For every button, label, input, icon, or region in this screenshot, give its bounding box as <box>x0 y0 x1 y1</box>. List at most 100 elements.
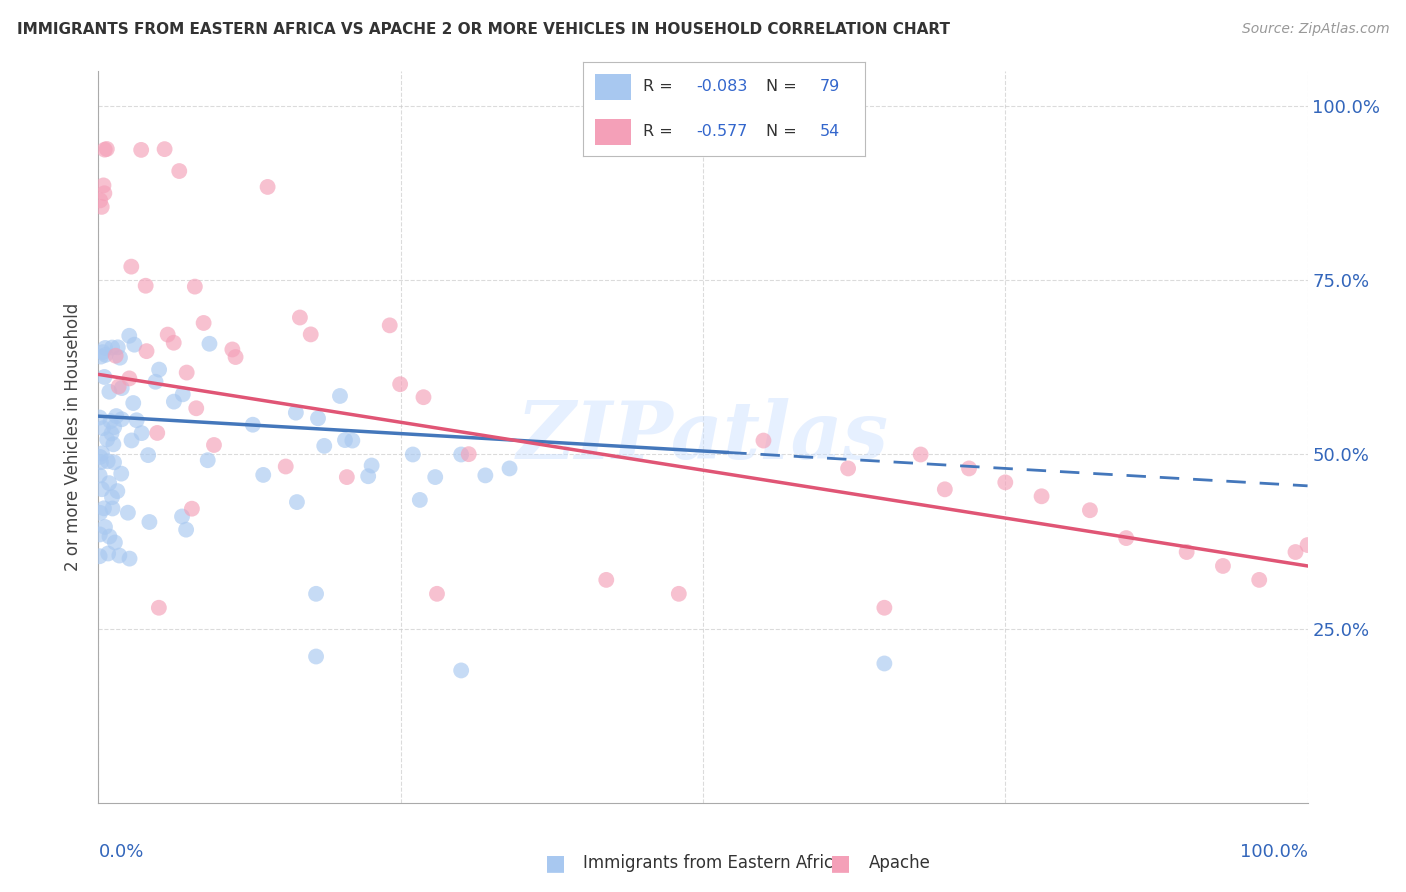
Point <box>98 529 121 543</box>
Point <box>131 426 153 441</box>
Point <box>103 437 125 451</box>
Point <box>314 439 336 453</box>
Point <box>221 343 243 357</box>
Point <box>108 549 131 563</box>
Point <box>94 348 117 362</box>
Point <box>163 335 186 350</box>
Point <box>90 200 112 214</box>
Point <box>105 484 128 499</box>
Point <box>1031 489 1053 503</box>
Point <box>93 143 115 157</box>
Point <box>873 657 896 671</box>
Point <box>93 370 115 384</box>
Point <box>136 448 159 462</box>
Point <box>450 448 472 462</box>
Text: Apache: Apache <box>869 855 931 872</box>
Text: 79: 79 <box>820 79 839 95</box>
Text: Immigrants from Eastern Africa: Immigrants from Eastern Africa <box>583 855 844 872</box>
Point <box>91 446 114 460</box>
Point <box>426 587 449 601</box>
Point <box>336 470 359 484</box>
Point <box>89 549 111 564</box>
Text: N =: N = <box>766 124 803 139</box>
Point <box>329 389 352 403</box>
Point <box>299 327 322 342</box>
Text: ■: ■ <box>546 854 565 873</box>
Point <box>122 396 145 410</box>
Point <box>91 345 114 359</box>
Point <box>305 587 328 601</box>
FancyBboxPatch shape <box>595 74 631 100</box>
Point <box>148 362 170 376</box>
Text: ZIPatlas: ZIPatlas <box>517 399 889 475</box>
Point <box>146 425 169 440</box>
Point <box>256 180 278 194</box>
FancyBboxPatch shape <box>595 119 631 145</box>
Point <box>101 341 124 355</box>
Text: R =: R = <box>643 79 678 95</box>
Point <box>96 433 118 447</box>
Point <box>1175 545 1198 559</box>
Point <box>108 351 131 365</box>
Text: N =: N = <box>766 79 803 95</box>
Point <box>425 470 447 484</box>
Point <box>193 316 215 330</box>
Point <box>118 328 141 343</box>
Point <box>100 426 122 441</box>
Point <box>457 447 479 461</box>
Text: -0.083: -0.083 <box>696 79 748 95</box>
Point <box>1212 558 1234 573</box>
Point <box>957 461 980 475</box>
Point <box>202 438 225 452</box>
Point <box>910 448 932 462</box>
Point <box>97 547 120 561</box>
Point <box>474 468 496 483</box>
Point <box>89 450 111 464</box>
Point <box>124 337 146 351</box>
Y-axis label: 2 or more Vehicles in Household: 2 or more Vehicles in Household <box>65 303 83 571</box>
Point <box>156 327 179 342</box>
Point <box>450 664 472 678</box>
Point <box>91 421 114 435</box>
Point <box>170 509 193 524</box>
Point <box>288 310 311 325</box>
Point <box>1115 531 1137 545</box>
Point <box>284 406 307 420</box>
Point <box>305 649 328 664</box>
Point <box>225 350 247 364</box>
Point <box>93 178 115 193</box>
Text: ■: ■ <box>831 854 851 873</box>
Point <box>101 501 124 516</box>
Point <box>89 468 111 483</box>
Point <box>103 420 125 434</box>
Point <box>107 340 129 354</box>
Point <box>1249 573 1271 587</box>
Point <box>103 455 125 469</box>
Point <box>252 467 274 482</box>
Point <box>148 600 170 615</box>
Point <box>242 417 264 432</box>
Point <box>89 410 111 425</box>
Point <box>90 482 112 496</box>
Point <box>111 381 134 395</box>
Point <box>135 344 157 359</box>
Point <box>107 379 129 393</box>
Point <box>1078 503 1101 517</box>
Point <box>186 401 208 416</box>
Text: 100.0%: 100.0% <box>1240 843 1308 861</box>
Point <box>167 164 190 178</box>
Point <box>100 414 122 428</box>
Point <box>176 366 198 380</box>
Point <box>873 600 896 615</box>
Text: R =: R = <box>643 124 678 139</box>
Point <box>96 142 118 156</box>
Text: 0.0%: 0.0% <box>98 843 143 861</box>
Text: IMMIGRANTS FROM EASTERN AFRICA VS APACHE 2 OR MORE VEHICLES IN HOUSEHOLD CORRELA: IMMIGRANTS FROM EASTERN AFRICA VS APACHE… <box>17 22 950 37</box>
Point <box>389 377 412 392</box>
Point <box>89 527 111 541</box>
Point <box>752 434 775 448</box>
Point <box>125 413 148 427</box>
Point <box>145 375 167 389</box>
Point <box>307 411 329 425</box>
Point <box>360 458 382 473</box>
